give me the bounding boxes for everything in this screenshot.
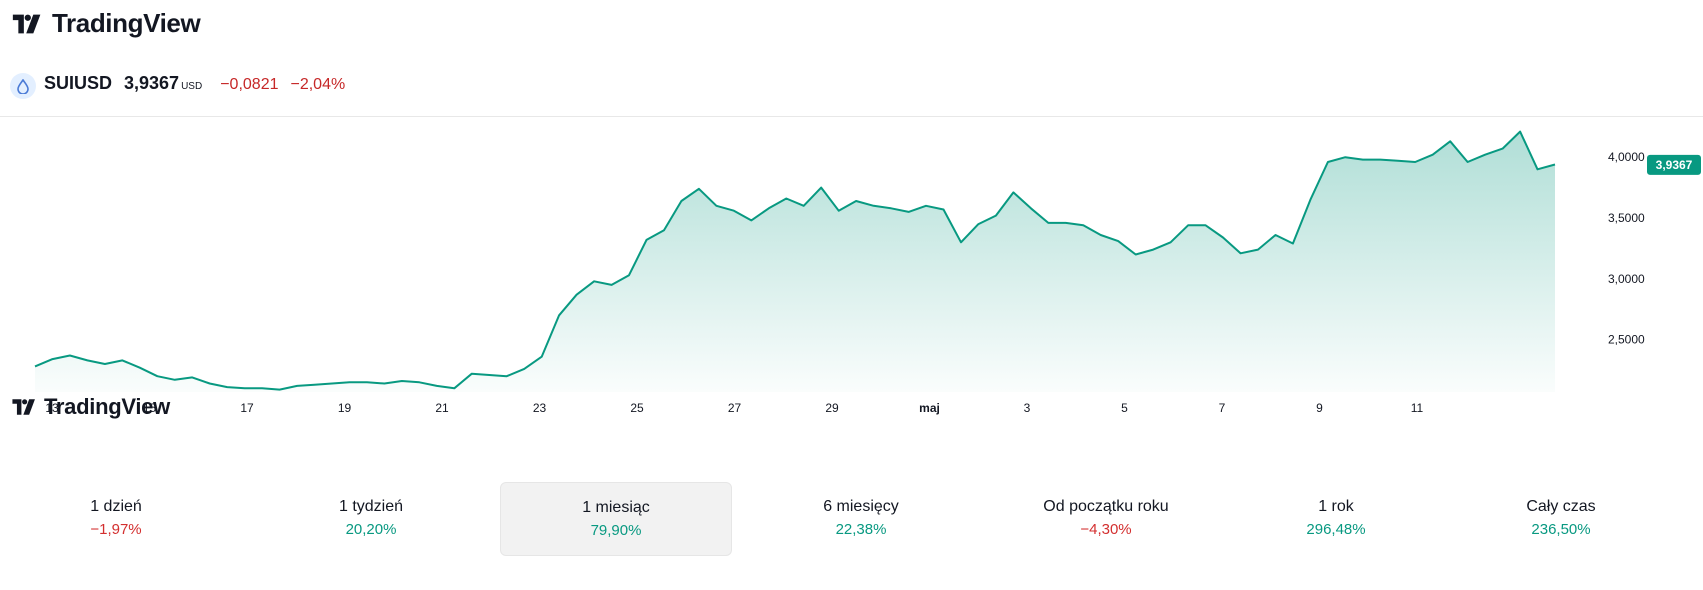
period-label: 6 miesięcy <box>823 498 899 515</box>
tradingview-logo-icon <box>12 14 41 33</box>
x-tick-label: 11 <box>1411 401 1424 415</box>
period-label: Od początku roku <box>1043 498 1169 515</box>
ticker-price: 3,9367 <box>124 73 180 93</box>
period-ytd[interactable]: Od początku roku −4,30% <box>990 482 1222 556</box>
x-tick-label: 9 <box>1316 401 1323 415</box>
period-value: 296,48% <box>1306 521 1366 538</box>
brand-name: TradingView <box>52 8 201 38</box>
y-tick-label: 4,0000 <box>1608 150 1645 164</box>
period-value: 236,50% <box>1531 521 1591 538</box>
last-price-marker: 3,9367 <box>1647 154 1701 175</box>
ticker-change-percent: −2,04% <box>290 76 346 93</box>
sui-drop-icon <box>10 73 36 99</box>
x-tick-label: 3 <box>1024 401 1031 415</box>
period-6-months[interactable]: 6 miesięcy 22,38% <box>745 482 977 556</box>
y-axis: 2,5000 3,0000 3,5000 4,0000 <box>1608 150 1645 347</box>
period-value: −1,97% <box>90 521 142 538</box>
x-tick-label: 25 <box>630 401 644 415</box>
period-label: 1 tydzień <box>338 498 404 515</box>
x-tick-label: 29 <box>825 401 839 415</box>
period-label: 1 miesiąc <box>582 499 650 516</box>
tradingview-logo[interactable]: TradingView <box>10 8 201 39</box>
price-area-fill <box>35 131 1555 392</box>
period-value: 22,38% <box>835 521 887 538</box>
ticker-summary: SUIUSD 3,9367 USD −0,0821 −2,04% <box>10 73 345 99</box>
period-label: Cały czas <box>1526 498 1596 515</box>
period-label: 1 rok <box>1318 498 1354 515</box>
x-axis: 13 15 17 19 21 23 25 27 29 maj 3 5 7 9 11 <box>45 401 1423 415</box>
header-divider <box>0 116 1703 117</box>
ticker-currency: USD <box>181 81 203 92</box>
x-tick-label: 13 <box>45 401 59 415</box>
x-tick-label: 23 <box>533 401 547 415</box>
y-tick-label: 2,5000 <box>1608 333 1645 347</box>
period-label: 1 dzień <box>90 498 142 515</box>
period-all-time[interactable]: Cały czas 236,50% <box>1445 482 1677 556</box>
x-tick-label: 15 <box>143 401 157 415</box>
period-value: −4,30% <box>1080 521 1132 538</box>
y-tick-label: 3,0000 <box>1608 272 1645 286</box>
ticker-symbol[interactable]: SUIUSD <box>44 73 113 93</box>
period-1-month[interactable]: 1 miesiąc 79,90% <box>500 482 732 556</box>
last-price-label-bg <box>1647 154 1701 175</box>
x-tick-label: 7 <box>1219 401 1226 415</box>
watermark-brand: TradingView <box>44 394 170 419</box>
last-price-label: 3,9367 <box>1656 158 1693 172</box>
price-line <box>34 130 1556 391</box>
period-value: 20,20% <box>345 521 397 538</box>
period-selector: 1 dzień −1,97% 1 tydzień 20,20% 1 miesią… <box>0 482 1703 556</box>
x-tick-label: 17 <box>240 401 254 415</box>
period-1-week[interactable]: 1 tydzień 20,20% <box>255 482 487 556</box>
x-tick-label: 19 <box>338 401 352 415</box>
period-1-year[interactable]: 1 rok 296,48% <box>1220 482 1452 556</box>
ticker-change: −0,0821 <box>220 76 279 93</box>
y-tick-label: 3,5000 <box>1608 211 1645 225</box>
x-tick-label: 21 <box>435 401 449 415</box>
period-1-day[interactable]: 1 dzień −1,97% <box>0 482 232 556</box>
price-chart[interactable]: 13 15 17 19 21 23 25 27 29 maj 3 5 7 9 11 2,5000 3,0000… <box>0 117 1703 457</box>
x-tick-label: 5 <box>1121 401 1128 415</box>
chart-watermark: TradingView <box>10 394 170 420</box>
x-tick-label: 27 <box>728 401 742 415</box>
period-value: 79,90% <box>590 522 642 539</box>
x-tick-label: maj <box>919 401 940 415</box>
tradingview-watermark-icon <box>12 399 35 415</box>
